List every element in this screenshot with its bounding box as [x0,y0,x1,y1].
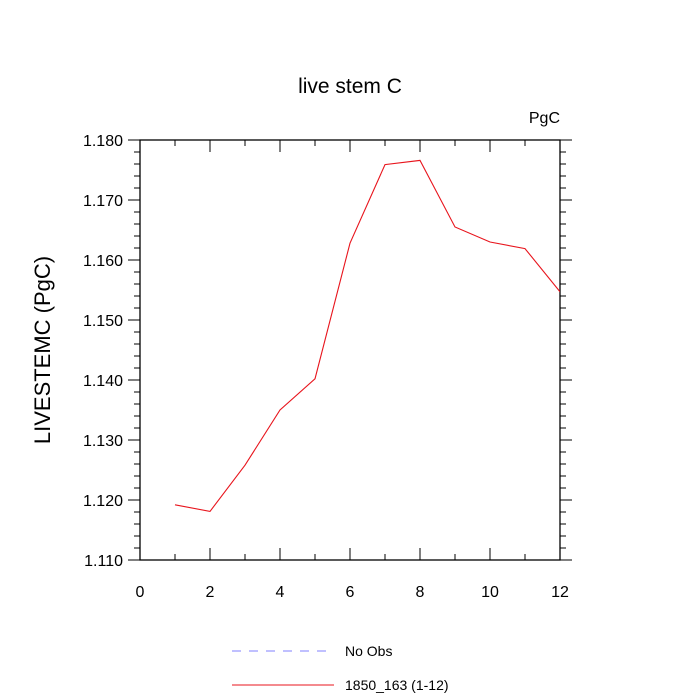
legend-label: 1850_163 (1-12) [345,677,449,693]
y-tick-label: 1.130 [83,433,123,450]
y-tick-label: 1.170 [83,193,123,210]
x-tick-label: 12 [551,584,569,601]
chart-title: live stem C [298,75,402,98]
series-line [174,159,560,513]
y-tick-label: 1.110 [84,553,123,570]
series-layer [174,159,561,513]
y-tick-label: 1.160 [83,253,123,270]
plot-frame [139,139,561,561]
x-tick-label: 0 [136,584,145,601]
legend-label: No Obs [345,643,392,659]
units-label: PgC [529,110,560,127]
x-tick-label: 8 [416,584,425,601]
y-tick-label: 1.150 [83,313,123,330]
x-tick-label: 6 [346,584,355,601]
axis-ticks [128,139,572,561]
y-tick-label: 1.120 [83,493,123,510]
y-tick-label: 1.140 [83,373,123,390]
x-tick-label: 4 [276,584,285,601]
x-tick-label: 2 [206,584,215,601]
y-tick-label: 1.180 [83,133,123,150]
x-tick-label: 10 [481,584,499,601]
y-axis-label: LIVESTEMC (PgC) [30,256,55,444]
axis-tick-labels: 0 2 4 6 8 10 12 1.110 1.120 1.130 1.140 1.150 1.160 1… [83,133,569,601]
legend: No Obs 1850_163 (1-12) [232,643,449,693]
